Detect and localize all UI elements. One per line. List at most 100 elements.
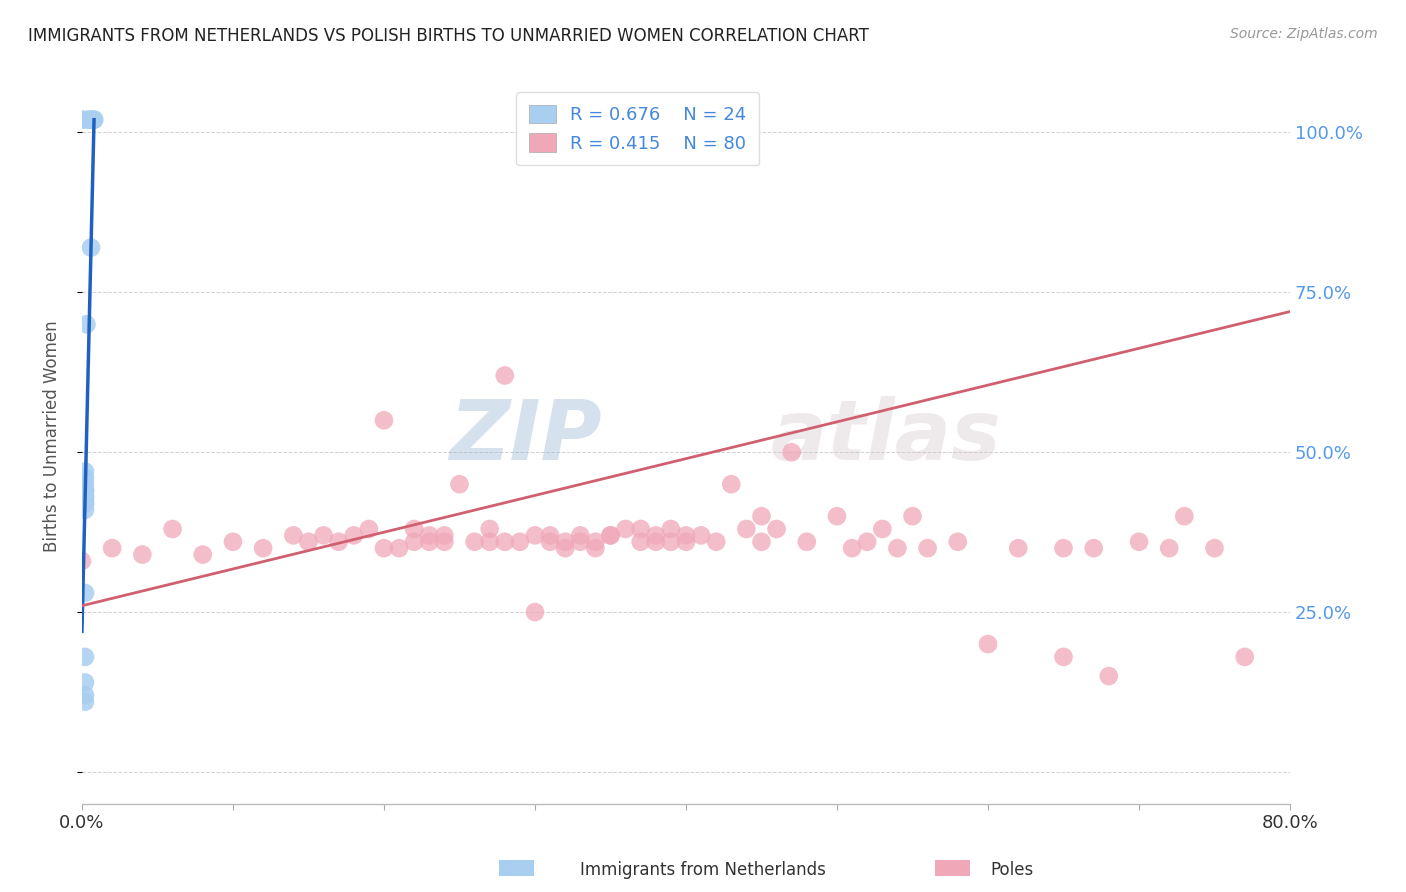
Point (73, 503, 96, 517)
Point (1233, 649, 1256, 664)
Point (312, 528, 335, 542)
Text: Immigrants from Netherlands: Immigrants from Netherlands (581, 861, 825, 879)
Point (509, 534, 531, 549)
Point (131, 548, 153, 562)
Text: IMMIGRANTS FROM NETHERLANDS VS POLISH BIRTHS TO UNMARRIED WOMEN CORRELATION CHAR: IMMIGRANTS FROM NETHERLANDS VS POLISH BI… (28, 27, 869, 45)
Point (841, 541, 863, 556)
Point (76, 318, 98, 332)
Point (554, 541, 576, 556)
Point (946, 534, 969, 549)
Point (283, 528, 305, 542)
Point (418, 528, 440, 542)
Point (494, 368, 516, 383)
Point (569, 528, 592, 542)
Point (675, 528, 697, 542)
Point (73, 586, 96, 600)
Point (449, 477, 471, 491)
Point (433, 534, 456, 549)
Point (765, 522, 787, 536)
Point (80, 241, 103, 255)
Point (1173, 509, 1195, 524)
Point (1083, 541, 1105, 556)
Point (464, 534, 486, 549)
Point (599, 528, 621, 542)
Point (583, 541, 606, 556)
Point (856, 534, 879, 549)
Point (73, 496, 96, 510)
Point (80, 112, 103, 127)
Text: atlas: atlas (770, 396, 1001, 476)
Point (328, 534, 350, 549)
Point (101, 541, 124, 556)
Point (73, 471, 96, 485)
Point (751, 534, 773, 549)
Point (83, 112, 105, 127)
Point (373, 413, 395, 427)
Point (644, 534, 666, 549)
Point (1204, 541, 1226, 556)
Point (630, 522, 652, 536)
Point (704, 534, 727, 549)
Point (825, 509, 848, 524)
Point (73, 483, 96, 498)
Point (494, 534, 516, 549)
Point (70, 112, 93, 127)
Point (1007, 541, 1029, 556)
Point (1098, 669, 1121, 683)
Point (523, 528, 546, 542)
Point (77, 112, 100, 127)
Point (614, 522, 637, 536)
Point (73, 490, 96, 504)
Point (70, 112, 93, 127)
Point (538, 528, 561, 542)
Point (675, 534, 697, 549)
Point (872, 522, 894, 536)
Point (1052, 649, 1074, 664)
Point (83, 112, 105, 127)
Point (977, 637, 1000, 651)
Point (1159, 541, 1181, 556)
Point (73, 465, 96, 479)
Point (70, 554, 93, 568)
Point (73, 675, 96, 690)
Point (901, 509, 924, 524)
Text: Poles: Poles (991, 861, 1033, 879)
Point (659, 534, 682, 549)
Point (73, 649, 96, 664)
Point (735, 522, 758, 536)
Point (73, 688, 96, 702)
Point (433, 528, 456, 542)
Point (478, 522, 501, 536)
Text: Source: ZipAtlas.com: Source: ZipAtlas.com (1230, 27, 1378, 41)
Point (538, 534, 561, 549)
Point (644, 528, 666, 542)
Point (252, 541, 274, 556)
Legend: R = 0.676    N = 24, R = 0.415    N = 80: R = 0.676 N = 24, R = 0.415 N = 80 (516, 92, 759, 165)
Point (162, 522, 184, 536)
Point (73, 477, 96, 491)
Point (796, 534, 818, 549)
Point (73, 483, 96, 498)
Point (554, 534, 576, 549)
Point (478, 534, 501, 549)
Point (751, 509, 773, 524)
Point (73, 496, 96, 510)
Point (388, 541, 411, 556)
Point (73, 695, 96, 709)
Y-axis label: Births to Unmarried Women: Births to Unmarried Women (44, 320, 60, 552)
Point (630, 534, 652, 549)
Point (886, 541, 908, 556)
Point (599, 528, 621, 542)
Point (659, 522, 682, 536)
Point (780, 445, 803, 459)
Point (373, 541, 395, 556)
Point (297, 534, 319, 549)
Point (569, 534, 592, 549)
Point (222, 534, 245, 549)
Point (917, 541, 939, 556)
Point (690, 528, 713, 542)
Point (357, 522, 380, 536)
Point (80, 112, 103, 127)
Point (1052, 541, 1074, 556)
Point (418, 534, 440, 549)
